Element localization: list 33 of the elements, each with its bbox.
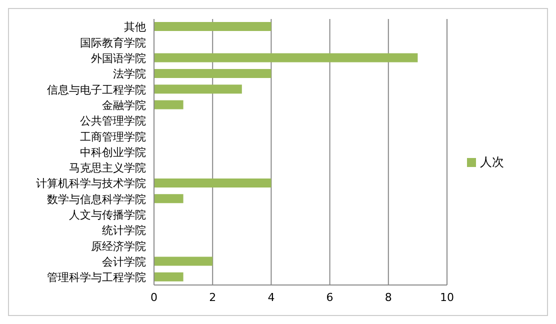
bar xyxy=(154,100,184,110)
bar xyxy=(154,68,272,78)
y-tick-label: 人文与传播学院 xyxy=(69,208,146,222)
y-tick-label: 中科创业学院 xyxy=(80,146,146,159)
bar xyxy=(154,178,272,188)
x-tick-label: 6 xyxy=(326,290,334,304)
x-tick-label: 2 xyxy=(209,290,216,304)
y-tick-label: 马克思主义学院 xyxy=(69,162,146,175)
y-tick-label: 计算机科学与技术学院 xyxy=(36,177,146,190)
legend-label: 人次 xyxy=(480,154,504,168)
y-tick-label: 金融学院 xyxy=(102,98,146,112)
y-tick-label: 管理科学与工程学院 xyxy=(47,271,146,284)
x-tick-label: 8 xyxy=(384,290,392,304)
x-tick-label: 4 xyxy=(268,290,275,304)
bar xyxy=(154,84,242,94)
y-tick-label: 会计学院 xyxy=(102,255,146,268)
bar xyxy=(154,194,184,204)
y-tick-label: 其他 xyxy=(124,20,146,34)
y-tick-label: 工商管理学院 xyxy=(80,130,146,144)
y-tick-label: 原经济学院 xyxy=(91,240,146,253)
y-tick-label: 统计学院 xyxy=(102,224,146,238)
y-tick-label: 法学院 xyxy=(113,68,146,81)
y-tick-label: 国际教育学院 xyxy=(80,36,146,50)
bar xyxy=(154,53,418,62)
bar xyxy=(154,22,272,31)
y-tick-label: 信息与电子工程学院 xyxy=(47,83,146,96)
y-tick-label: 数学与信息科学学院 xyxy=(47,192,146,206)
x-tick-label: 0 xyxy=(150,290,158,304)
bar xyxy=(154,272,184,282)
y-tick-label: 公共管理学院 xyxy=(80,114,146,128)
bar xyxy=(154,256,213,266)
y-tick-label: 外国语学院 xyxy=(91,52,146,66)
x-tick-label: 10 xyxy=(440,290,454,304)
